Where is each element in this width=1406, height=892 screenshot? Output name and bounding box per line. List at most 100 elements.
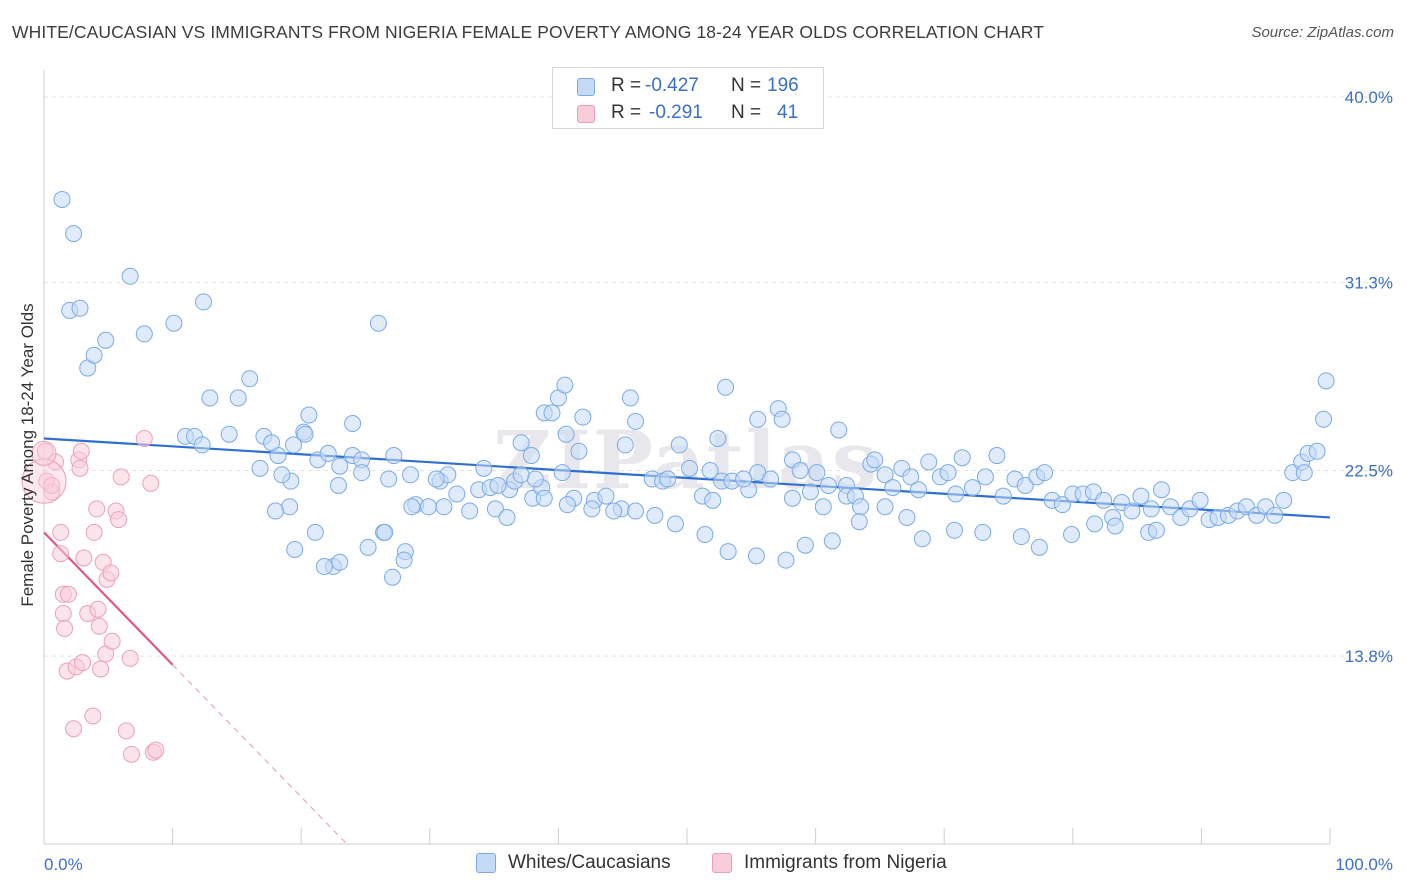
point-whites	[791, 462, 809, 479]
point-nigeria	[52, 545, 70, 563]
watermark: ZIPatlas	[493, 413, 879, 507]
point-nigeria	[90, 617, 108, 635]
point-nigeria	[75, 549, 93, 567]
point-whites	[194, 293, 212, 311]
point-whites	[376, 523, 394, 541]
point-whites	[557, 425, 575, 443]
point-nigeria	[103, 632, 121, 650]
point-whites	[486, 500, 504, 518]
point-whites	[1308, 442, 1326, 460]
point-whites	[1275, 491, 1293, 509]
point-whites	[1317, 372, 1335, 390]
point-whites	[284, 436, 302, 454]
point-whites	[427, 470, 445, 488]
point-whites	[403, 498, 421, 516]
point-whites	[1036, 464, 1054, 482]
point-whites	[380, 470, 398, 488]
point-whites	[522, 447, 540, 465]
point-whites	[121, 267, 139, 285]
point-whites	[621, 389, 639, 407]
legend-n-value: 41	[777, 102, 799, 123]
point-whites	[1016, 476, 1034, 494]
point-nigeria	[102, 564, 120, 582]
point-whites	[1086, 515, 1104, 533]
point-whites	[420, 498, 438, 516]
point-whites	[762, 470, 780, 488]
point-whites	[796, 536, 814, 554]
legend-r-label: R =	[611, 75, 642, 96]
point-whites	[646, 506, 664, 524]
point-whites	[300, 406, 318, 424]
point-whites	[801, 483, 819, 501]
point-whites	[526, 470, 544, 488]
point-whites	[558, 496, 576, 514]
series-legend-swatch	[476, 853, 496, 873]
point-whites	[512, 434, 530, 452]
point-whites	[384, 568, 402, 586]
point-whites	[747, 547, 765, 565]
point-whites	[830, 421, 848, 439]
point-whites	[498, 508, 516, 526]
point-whites	[251, 459, 269, 477]
point-whites	[65, 225, 83, 243]
legend-n-value: 196	[767, 75, 799, 96]
point-whites	[241, 370, 259, 388]
point-nigeria	[121, 649, 139, 667]
point-whites	[1315, 410, 1333, 428]
x-tick-label: 100.0%	[1335, 855, 1393, 874]
point-whites	[535, 489, 553, 507]
point-nigeria	[59, 585, 77, 603]
series-legend-swatch	[712, 853, 732, 873]
point-whites	[939, 464, 957, 482]
point-whites	[329, 476, 347, 494]
point-whites	[627, 502, 645, 520]
point-whites	[461, 502, 479, 520]
point-whites	[597, 487, 615, 505]
trend-extension-nigeria	[172, 664, 348, 845]
point-whites	[281, 498, 299, 516]
point-nigeria	[85, 523, 103, 541]
point-whites	[1266, 506, 1284, 524]
point-nigeria	[147, 741, 165, 759]
point-whites	[97, 331, 115, 349]
point-nigeria	[43, 476, 61, 494]
point-whites	[583, 500, 601, 518]
point-whites	[369, 314, 387, 332]
y-tick-label: 40.0%	[1345, 88, 1393, 107]
correlation-legend: R = -0.427 N = 196 R = -0.291 N = 41	[552, 67, 824, 129]
point-whites	[306, 523, 324, 541]
point-nigeria	[74, 654, 92, 672]
point-nigeria	[52, 523, 70, 541]
legend-r-value: -0.291	[649, 102, 703, 123]
point-whites	[1191, 491, 1209, 509]
point-whites	[193, 436, 211, 454]
point-whites	[1030, 538, 1048, 556]
point-whites	[331, 553, 349, 571]
point-whites	[489, 476, 507, 494]
point-whites	[876, 466, 894, 484]
point-nigeria	[117, 722, 135, 740]
point-whites	[627, 412, 645, 430]
point-whites	[876, 498, 894, 516]
point-nigeria	[71, 459, 89, 477]
series-legend-label: Whites/Caucasians	[508, 852, 671, 873]
point-whites	[913, 530, 931, 548]
point-nigeria	[84, 707, 102, 725]
point-whites	[902, 468, 920, 486]
x-tick-label: 0.0%	[44, 855, 83, 874]
point-whites	[777, 551, 795, 569]
point-whites	[1095, 491, 1113, 509]
point-whites	[201, 389, 219, 407]
point-whites	[681, 459, 699, 477]
point-whites	[976, 468, 994, 486]
data-points	[21, 190, 1335, 763]
y-tick-label: 13.8%	[1345, 647, 1393, 666]
point-whites	[1063, 526, 1081, 544]
point-nigeria	[65, 720, 83, 738]
point-whites	[71, 299, 89, 317]
point-nigeria	[56, 619, 74, 637]
point-whites	[709, 429, 727, 447]
point-whites	[947, 485, 965, 503]
legend-r-value: -0.427	[645, 75, 699, 96]
point-whites	[353, 464, 371, 482]
